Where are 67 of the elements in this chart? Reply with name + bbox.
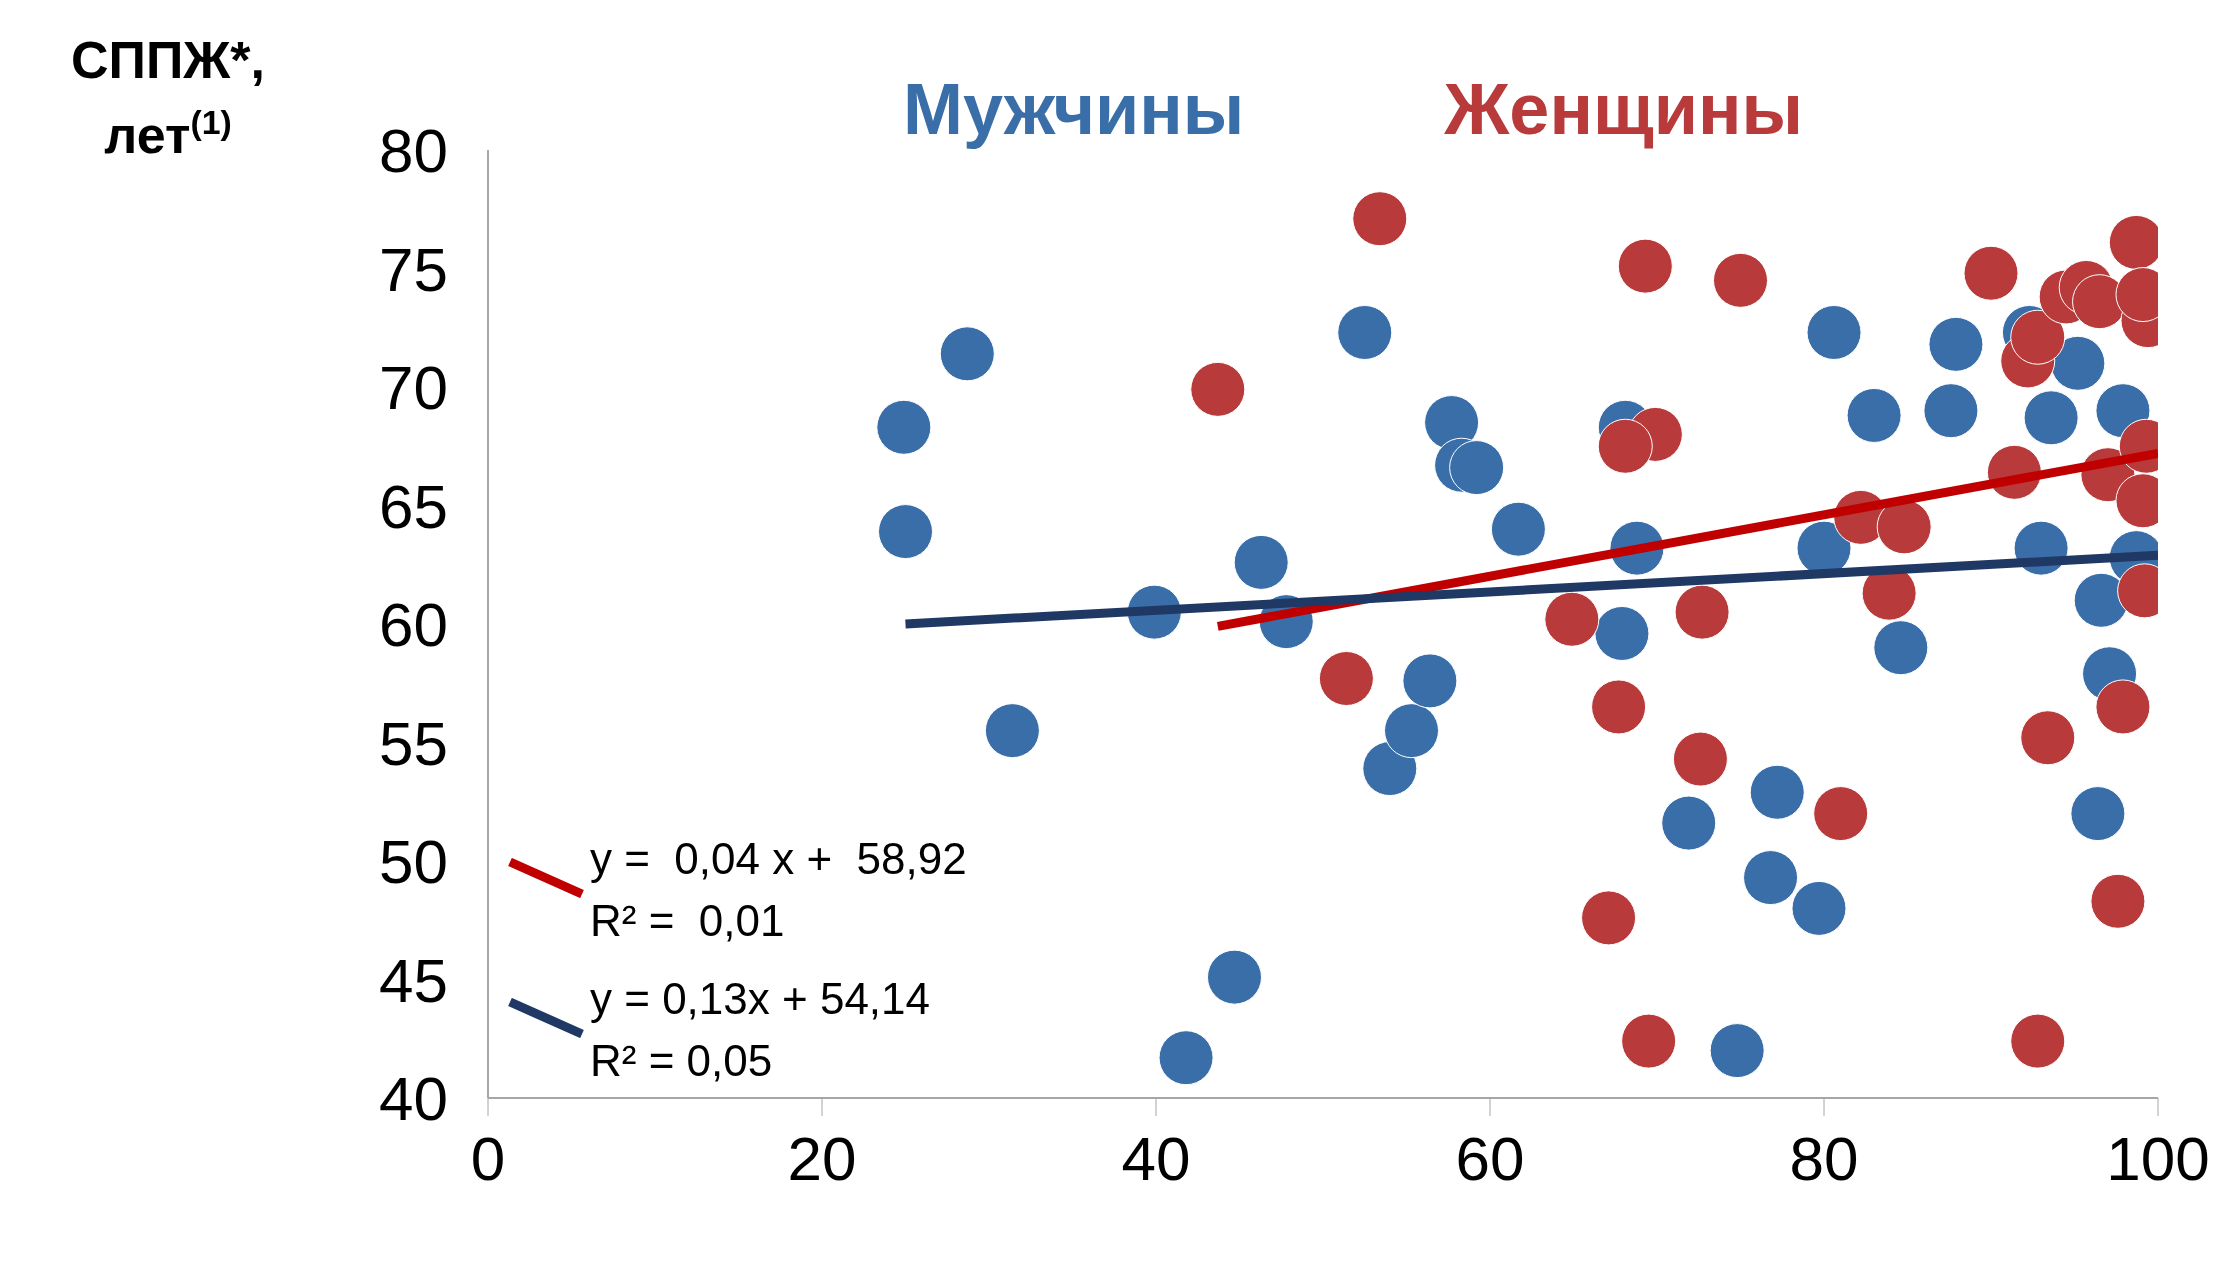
point xyxy=(1713,252,1768,308)
point xyxy=(2010,1013,2066,1069)
point xyxy=(1158,1030,1214,1086)
y-tick-label: 50 xyxy=(379,827,448,897)
point xyxy=(1617,238,1673,294)
point xyxy=(1206,949,1262,1005)
x-tick-label: 60 xyxy=(1455,1124,1525,1194)
point xyxy=(1337,304,1393,360)
point xyxy=(1813,786,1869,842)
x-tick-label: 0 xyxy=(470,1124,506,1194)
x-tick-label: 100 xyxy=(2106,1124,2210,1194)
point xyxy=(1743,850,1799,906)
y-tick-label: 75 xyxy=(379,234,448,304)
point xyxy=(1581,890,1637,946)
point xyxy=(2020,710,2076,766)
point xyxy=(1490,501,1546,557)
y-tick-label: 70 xyxy=(379,353,448,423)
point xyxy=(1674,584,1730,640)
point xyxy=(984,703,1040,759)
point xyxy=(2095,679,2151,735)
y-tick-label: 80 xyxy=(379,116,448,186)
point xyxy=(2050,335,2106,391)
point xyxy=(1597,418,1653,474)
point xyxy=(878,504,933,560)
point xyxy=(2070,786,2126,842)
annotation: y = 0,13x + 54,14 R² = 0,05 xyxy=(590,973,931,1087)
point xyxy=(1190,361,1246,417)
point xyxy=(1318,651,1374,707)
series-label: Женщины xyxy=(1444,68,1803,150)
y-tick-label: 55 xyxy=(379,708,448,778)
annotation: y = 0,04 x + 58,92 R² = 0,01 xyxy=(590,833,967,947)
text: Мужчины xyxy=(903,68,1245,150)
point xyxy=(1621,1013,1677,1069)
point xyxy=(1449,440,1505,496)
point xyxy=(1233,534,1289,590)
point xyxy=(1594,605,1650,661)
point xyxy=(1402,653,1458,709)
y-tick-label: 65 xyxy=(379,471,448,541)
point xyxy=(1963,245,2019,301)
x-tick-label: 80 xyxy=(1789,1124,1859,1194)
point xyxy=(1672,731,1728,787)
point xyxy=(1928,316,1984,372)
point xyxy=(1591,679,1647,735)
point xyxy=(2090,873,2146,929)
y-tick-label: 45 xyxy=(379,945,448,1015)
point xyxy=(1384,703,1440,759)
x-tick-label: 20 xyxy=(787,1124,857,1194)
x-tick-label: 40 xyxy=(1121,1124,1191,1194)
y-axis-title: СППЖ*, лет$^{(1)}$ xyxy=(71,31,265,164)
point xyxy=(876,399,932,455)
point xyxy=(1873,620,1929,676)
point xyxy=(2023,390,2079,446)
point xyxy=(1352,191,1408,247)
point xyxy=(1846,387,1902,443)
point xyxy=(1709,1023,1765,1079)
point xyxy=(1876,499,1932,555)
point xyxy=(1749,764,1805,820)
point xyxy=(2073,572,2129,628)
point xyxy=(1923,383,1979,439)
point xyxy=(1806,304,1862,360)
point xyxy=(2010,309,2066,365)
point xyxy=(939,326,995,382)
point xyxy=(1544,591,1600,647)
y-tick-label: 40 xyxy=(379,1064,448,1134)
y-tick-label: 60 xyxy=(379,590,448,660)
point xyxy=(1661,795,1717,851)
point xyxy=(1791,880,1847,936)
